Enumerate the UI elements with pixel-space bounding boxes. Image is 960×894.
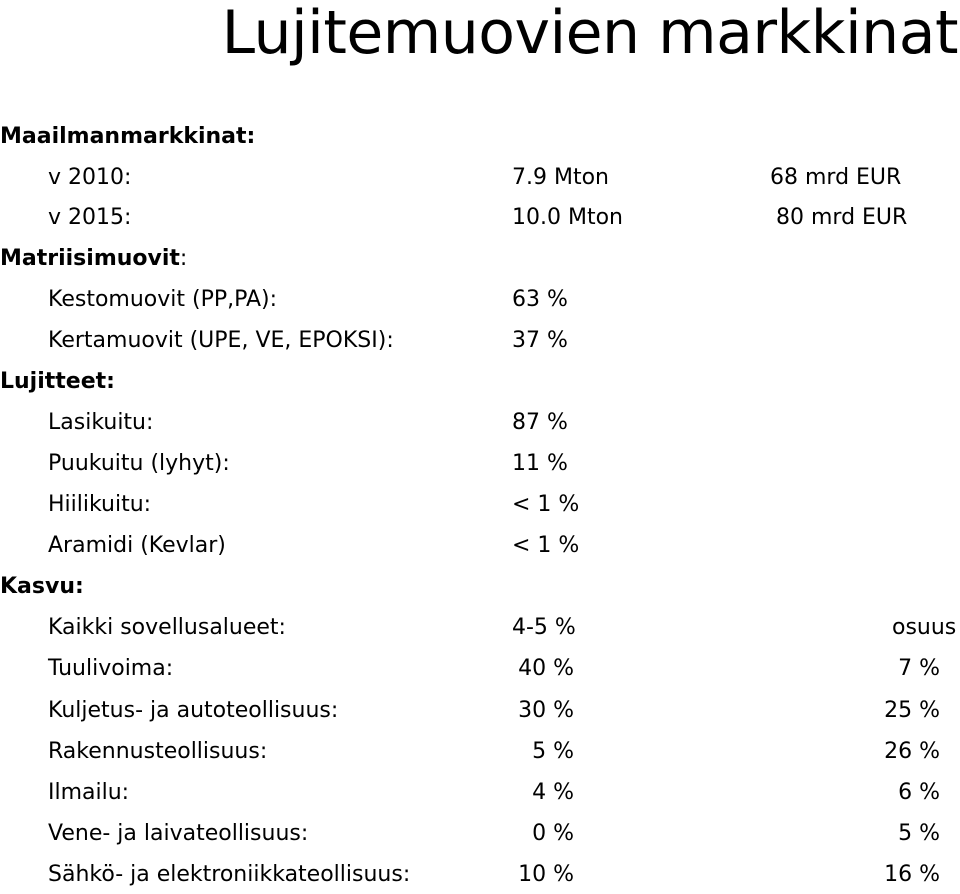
row-label: Tuulivoima: <box>48 656 174 681</box>
row-growth: 30 % <box>518 698 574 723</box>
list-item: Kertamuovit (UPE, VE, EPOKSI): 37 % <box>0 322 960 360</box>
list-item: Tuulivoima: 40 % 7 % <box>0 650 960 688</box>
page-title: Lujitemuovien markkinat <box>221 0 959 68</box>
list-item: Hiilikuitu: < 1 % <box>0 486 960 524</box>
list-item: Aramidi (Kevlar) < 1 % <box>0 527 960 565</box>
list-item: Vene- ja laivateollisuus: 0 % 5 % <box>0 815 960 853</box>
row-share: 25 % <box>884 698 940 723</box>
section-heading-text: Matriisimuovit <box>0 246 180 271</box>
section-heading: Maailmanmarkkinat: <box>0 124 256 149</box>
row-value: < 1 % <box>512 533 580 558</box>
row-growth: 4 % <box>532 780 574 805</box>
section-reinforcements: Lujitteet: <box>0 363 960 401</box>
row-growth: 0 % <box>532 821 574 846</box>
row-label: v 2015: <box>48 205 132 230</box>
list-item: Puukuitu (lyhyt): 11 % <box>0 445 960 483</box>
row-volume: 10.0 Mton <box>512 205 623 230</box>
row-label: Sähkö- ja elektroniikkateollisuus: <box>48 862 411 887</box>
row-value: 63 % <box>512 287 568 312</box>
section-matrix: Matriisimuovit: <box>0 240 960 278</box>
row-label: Kertamuovit (UPE, VE, EPOKSI): <box>48 328 394 353</box>
row-label: Lasikuitu: <box>48 410 154 435</box>
list-item: Rakennusteollisuus: 5 % 26 % <box>0 733 960 771</box>
row-label: Ilmailu: <box>48 780 130 805</box>
row-label: Aramidi (Kevlar) <box>48 533 226 558</box>
list-item: v 2010: 7.9 Mton 68 mrd EUR <box>0 159 960 197</box>
list-item: v 2015: 10.0 Mton 80 mrd EUR <box>0 199 960 237</box>
row-value: < 1 % <box>512 492 580 517</box>
section-heading: Kasvu: <box>0 574 84 599</box>
row-value: 87 % <box>512 410 568 435</box>
section-growth: Kasvu: <box>0 568 960 606</box>
row-value: 37 % <box>512 328 568 353</box>
row-value: 68 mrd EUR <box>770 165 902 190</box>
row-share: 16 % <box>884 862 940 887</box>
row-label: Kaikki sovellusalueet: <box>48 615 286 640</box>
row-share: 6 % <box>898 780 940 805</box>
row-label: v 2010: <box>48 165 132 190</box>
section-world-markets: Maailmanmarkkinat: <box>0 118 960 156</box>
share-column-header: osuus <box>892 615 957 640</box>
row-label: Vene- ja laivateollisuus: <box>48 821 309 846</box>
section-heading-suffix: : <box>179 246 188 271</box>
list-item: Kuljetus- ja autoteollisuus: 30 % 25 % <box>0 692 960 730</box>
row-share: 5 % <box>898 821 940 846</box>
row-growth: 4-5 % <box>512 615 576 640</box>
row-share: 26 % <box>884 739 940 764</box>
row-label: Puukuitu (lyhyt): <box>48 451 230 476</box>
list-item: Kaikki sovellusalueet: 4-5 % osuus <box>0 609 960 647</box>
list-item: Lasikuitu: 87 % <box>0 404 960 442</box>
row-label: Kuljetus- ja autoteollisuus: <box>48 698 339 723</box>
row-growth: 40 % <box>518 656 574 681</box>
row-label: Hiilikuitu: <box>48 492 152 517</box>
row-label: Rakennusteollisuus: <box>48 739 268 764</box>
list-item: Kestomuovit (PP,PA): 63 % <box>0 281 960 319</box>
row-value: 80 mrd EUR <box>776 205 908 230</box>
row-value: 11 % <box>512 451 568 476</box>
row-growth: 10 % <box>518 862 574 887</box>
list-item: Sähkö- ja elektroniikkateollisuus: 10 % … <box>0 856 960 894</box>
row-growth: 5 % <box>532 739 574 764</box>
list-item: Ilmailu: 4 % 6 % <box>0 774 960 812</box>
row-volume: 7.9 Mton <box>512 165 609 190</box>
row-share: 7 % <box>898 656 940 681</box>
section-heading: Lujitteet: <box>0 369 115 394</box>
row-label: Kestomuovit (PP,PA): <box>48 287 278 312</box>
section-heading: Matriisimuovit: <box>0 240 187 278</box>
